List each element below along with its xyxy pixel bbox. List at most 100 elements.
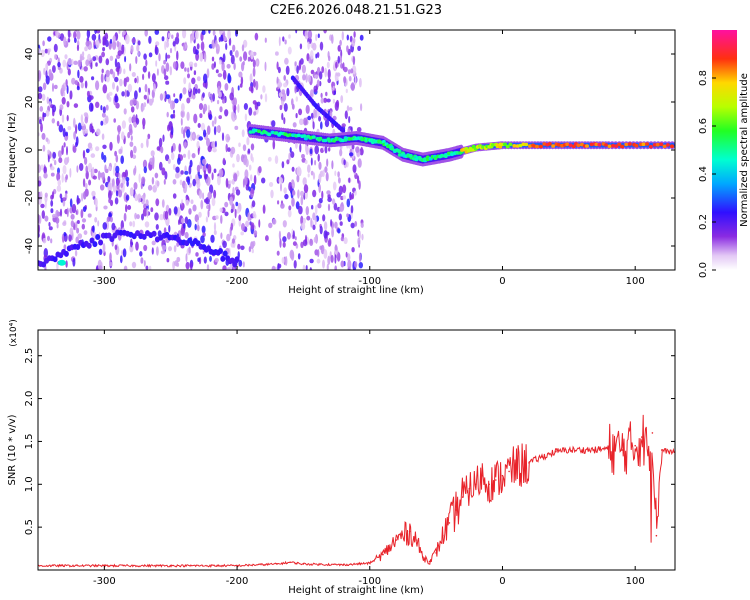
noise-speck <box>232 163 235 168</box>
noise-speck <box>128 116 133 124</box>
noise-speck <box>355 146 360 153</box>
noise-speck <box>45 109 50 117</box>
noise-speck <box>59 33 65 41</box>
noise-speck <box>125 194 130 201</box>
noise-speck <box>194 223 197 231</box>
noise-speck <box>237 85 240 91</box>
noise-speck <box>120 182 124 188</box>
noise-speck <box>337 171 340 178</box>
ridge-core <box>576 143 581 147</box>
noise-speck <box>278 36 281 47</box>
noise-speck <box>348 116 351 124</box>
noise-speck <box>166 258 170 263</box>
noise-speck <box>143 244 148 252</box>
noise-speck <box>211 197 216 207</box>
noise-speck <box>50 208 54 214</box>
noise-speck <box>63 36 67 46</box>
noise-speck <box>323 30 327 34</box>
noise-speck <box>220 214 223 224</box>
noise-speck <box>44 192 48 198</box>
noise-speck <box>72 145 77 153</box>
noise-speck <box>214 116 217 125</box>
noise-speck <box>161 36 165 42</box>
noise-speck <box>77 233 83 239</box>
noise-speck <box>61 145 64 156</box>
snr-data-point <box>607 447 610 450</box>
noise-speck <box>322 169 325 177</box>
noise-speck <box>351 247 355 253</box>
noise-speck <box>138 87 141 93</box>
noise-speck <box>291 180 295 189</box>
noise-speck <box>302 217 306 224</box>
noise-speck <box>101 51 105 58</box>
noise-speck <box>188 82 191 92</box>
ridge-core <box>648 144 653 149</box>
noise-speck <box>219 207 223 213</box>
noise-speck <box>173 109 175 114</box>
snr-data-point <box>508 470 510 473</box>
noise-speck <box>102 36 107 46</box>
noise-speck <box>264 61 267 72</box>
noise-speck <box>165 154 170 162</box>
ridge-core <box>408 153 413 158</box>
noise-speck <box>67 38 71 43</box>
lower-band-mark <box>92 241 98 248</box>
noise-speck <box>225 178 229 188</box>
noise-speck <box>285 65 290 76</box>
ridge-core <box>535 144 539 149</box>
noise-speck <box>238 142 241 148</box>
noise-speck <box>130 135 133 142</box>
y-tick-label: 40 <box>24 48 35 61</box>
noise-speck <box>76 227 80 234</box>
noise-speck <box>324 145 328 154</box>
x-tick-label: 0 <box>499 276 505 287</box>
ridge-core <box>347 137 352 141</box>
noise-speck <box>307 30 313 40</box>
noise-speck <box>301 154 305 159</box>
noise-speck <box>360 222 364 228</box>
ridge-core <box>655 142 660 147</box>
noise-speck <box>250 222 255 230</box>
noise-speck <box>310 218 313 228</box>
noise-speck <box>123 265 128 270</box>
noise-speck <box>96 128 101 136</box>
snr-data-point <box>495 479 497 481</box>
snr-data-point <box>541 456 544 458</box>
noise-speck <box>312 189 317 198</box>
noise-speck <box>140 103 144 113</box>
noise-speck <box>47 235 50 242</box>
noise-speck <box>118 172 121 180</box>
noise-speck <box>64 54 68 60</box>
noise-speck <box>343 66 348 73</box>
noise-speck <box>295 96 298 102</box>
noise-speck <box>313 236 317 243</box>
noise-speck <box>86 30 91 39</box>
noise-speck <box>200 199 204 210</box>
snr-line-marks <box>38 414 675 568</box>
snr-data-point <box>289 561 291 564</box>
noise-speck <box>120 155 124 164</box>
noise-speck <box>100 184 105 191</box>
snr-data-point <box>468 487 471 490</box>
noise-speck <box>127 131 131 139</box>
noise-speck <box>188 208 192 215</box>
noise-speck <box>207 191 212 200</box>
noise-speck <box>184 67 187 72</box>
ridge-core <box>296 133 301 138</box>
noise-speck <box>325 172 329 182</box>
noise-speck <box>219 106 223 113</box>
noise-speck <box>318 184 322 193</box>
noise-speck <box>186 111 190 122</box>
noise-speck <box>80 209 84 219</box>
noise-speck <box>221 132 225 141</box>
noise-speck <box>184 141 187 149</box>
noise-speck <box>202 158 207 165</box>
noise-speck <box>323 221 328 231</box>
noise-speck <box>277 263 282 269</box>
noise-speck <box>138 173 141 183</box>
noise-speck <box>313 85 318 93</box>
noise-speck <box>242 144 247 152</box>
noise-speck <box>160 146 164 154</box>
noise-speck <box>236 170 240 177</box>
noise-speck <box>147 133 151 140</box>
